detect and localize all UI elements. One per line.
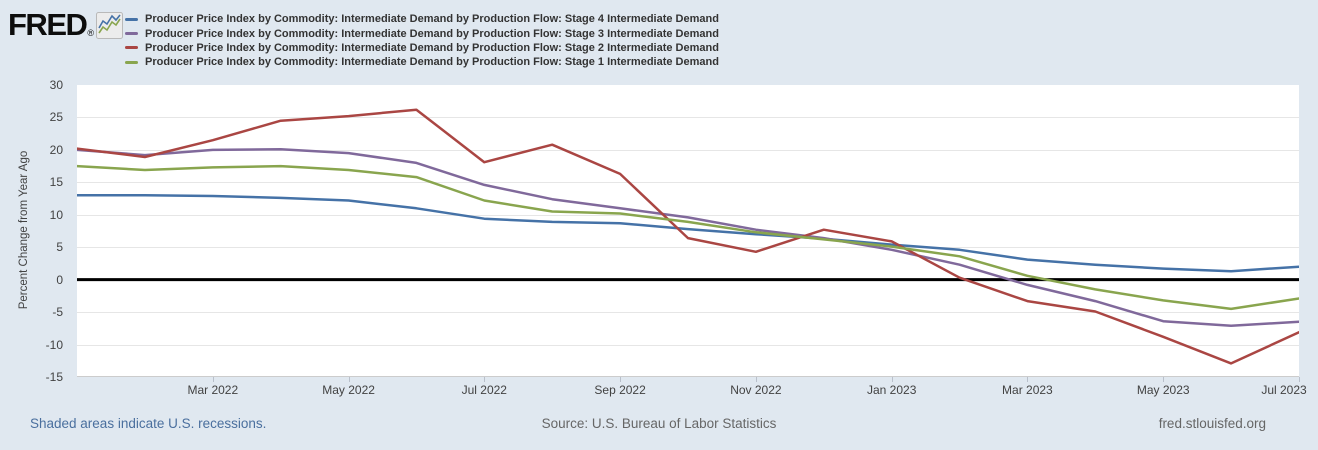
y-axis-label: 0 [56, 272, 63, 287]
x-axis-label: Jul 2022 [461, 383, 507, 397]
x-axis-label: Sep 2022 [594, 383, 646, 397]
x-axis-label: Jan 2023 [866, 383, 917, 397]
legend-line-swatch-stage2 [125, 46, 138, 50]
x-axis-label: Jul 2023 [1261, 383, 1307, 397]
legend-label-stage4: Producer Price Index by Commodity: Inter… [145, 13, 719, 26]
y-axis-label: 15 [49, 175, 63, 190]
legend-item-stage1[interactable]: Producer Price Index by Commodity: Inter… [125, 55, 719, 69]
series-line-0 [75, 194, 1301, 273]
y-axis-label: -15 [45, 370, 63, 384]
x-axis-tick [891, 377, 893, 382]
registered-mark: ® [87, 28, 95, 38]
x-axis-tick [1027, 377, 1029, 382]
legend-label-stage3: Producer Price Index by Commodity: Inter… [145, 27, 719, 40]
legend-line-swatch-stage4 [125, 17, 138, 21]
legend-item-stage3[interactable]: Producer Price Index by Commodity: Inter… [125, 26, 719, 40]
y-axis-label: 30 [49, 78, 63, 92]
x-axis-tick [755, 377, 757, 382]
plot-area[interactable] [75, 85, 1301, 377]
y-axis-label: 10 [49, 207, 63, 222]
legend-line-swatch-stage3 [125, 32, 138, 36]
legend-item-stage4[interactable]: Producer Price Index by Commodity: Inter… [125, 12, 719, 26]
fred-logo-text: FRED [8, 7, 88, 42]
line-chart [75, 108, 1301, 377]
series-line-2 [75, 108, 1301, 365]
x-axis-tick [620, 377, 622, 382]
x-axis-label: Nov 2022 [730, 383, 782, 397]
source-text: Source: U.S. Bureau of Labor Statistics [541, 416, 777, 431]
series-line-1 [75, 147, 1301, 327]
y-axis-label: -5 [52, 305, 63, 320]
legend-label-stage1: Producer Price Index by Commodity: Inter… [145, 56, 719, 69]
x-axis-label: Mar 2022 [187, 383, 239, 397]
x-axis-tick [1163, 377, 1165, 382]
x-axis-tick [484, 377, 486, 382]
legend-item-stage2[interactable]: Producer Price Index by Commodity: Inter… [125, 41, 719, 55]
x-axis-label: May 2022 [322, 383, 375, 397]
legend-label-stage2: Producer Price Index by Commodity: Inter… [145, 41, 719, 54]
fred-logo: FRED ® [8, 7, 124, 42]
legend: Producer Price Index by Commodity: Inter… [125, 12, 719, 70]
x-axis-tick [1299, 377, 1300, 382]
y-axis-label: -10 [45, 337, 63, 352]
y-axis-label: 5 [56, 240, 63, 255]
recessions-note-link[interactable]: Shaded areas indicate U.S. recessions. [30, 416, 267, 431]
fred-site-link[interactable]: fred.stlouisfed.org [1158, 416, 1266, 431]
y-axis-label: 20 [49, 142, 63, 157]
y-axis-title: Percent Change from Year Ago [18, 150, 30, 310]
x-axis-tick [348, 377, 350, 382]
x-axis-label: Mar 2023 [1002, 383, 1053, 397]
series-line-3 [75, 164, 1301, 311]
fred-logo-chart-icon [96, 12, 124, 39]
legend-line-swatch-stage1 [125, 60, 138, 64]
x-axis-tick [212, 377, 214, 382]
y-axis-label: 25 [49, 110, 63, 125]
x-axis-label: May 2023 [1136, 383, 1190, 397]
